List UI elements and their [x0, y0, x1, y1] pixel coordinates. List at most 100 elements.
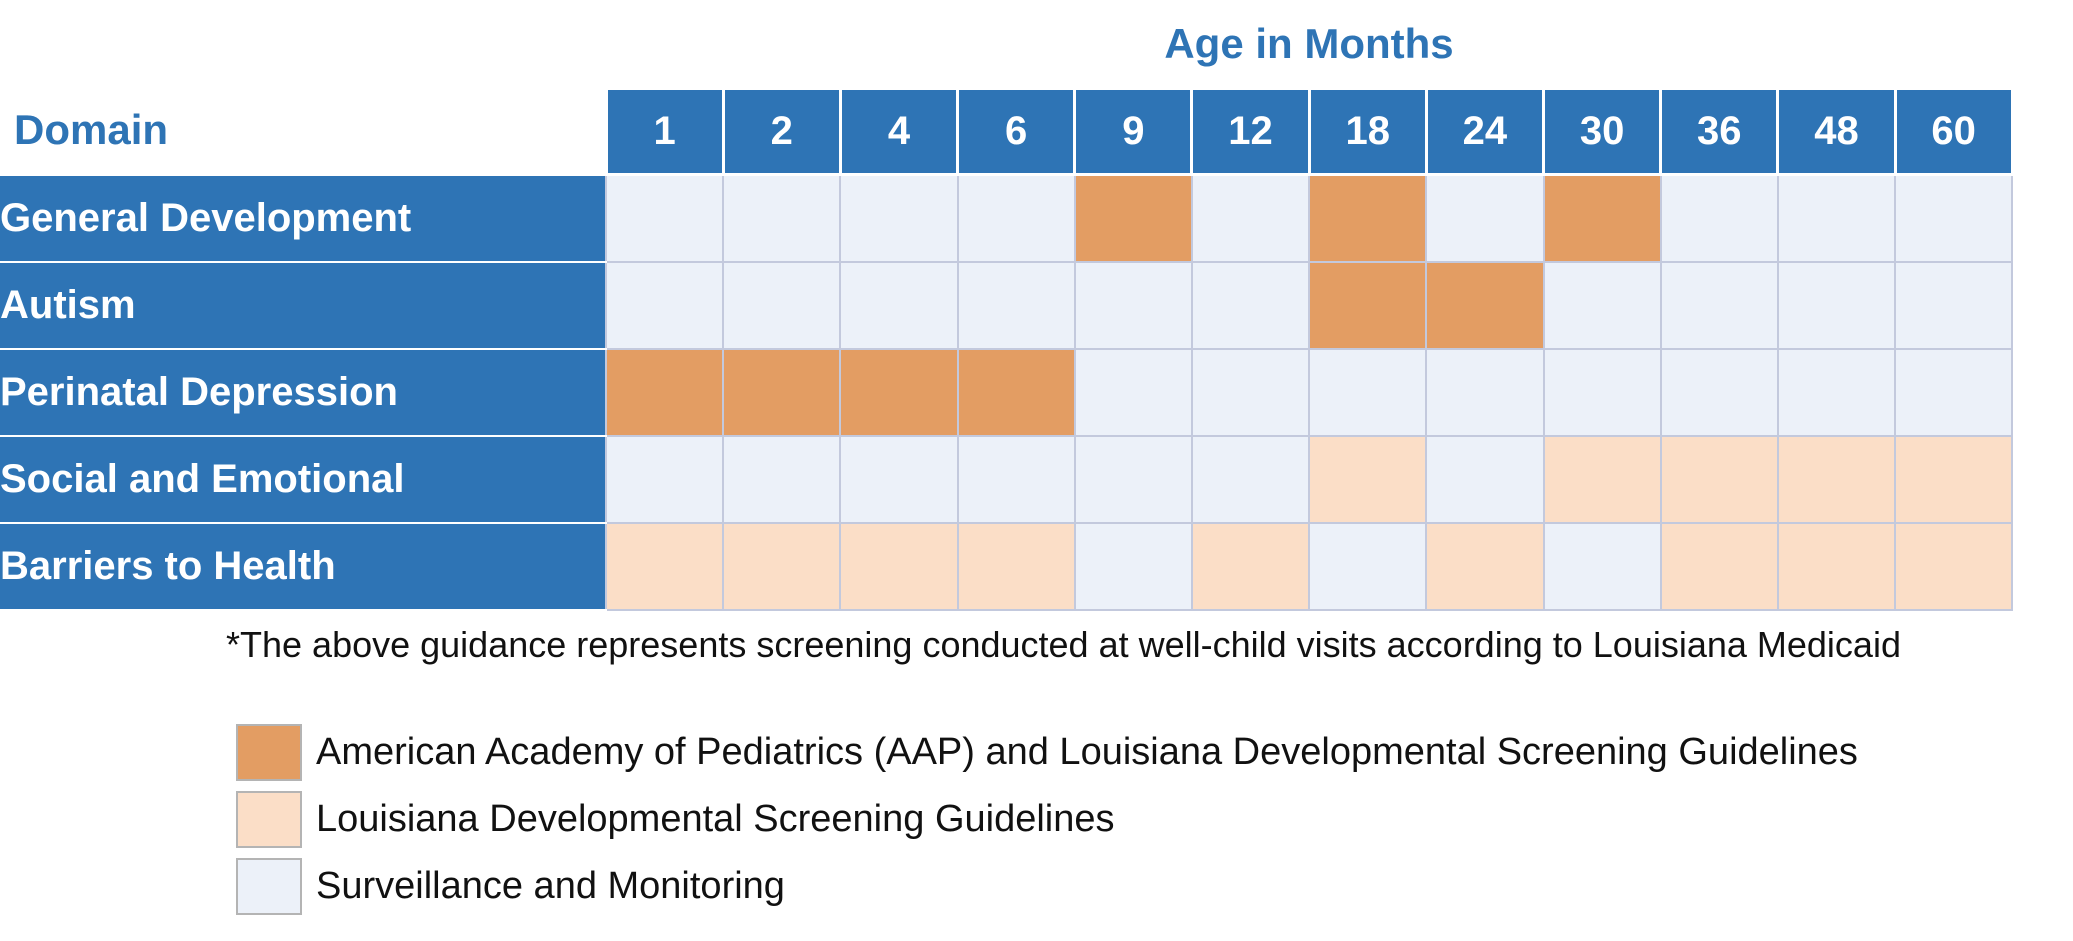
grid-cell: [1894, 434, 2014, 524]
row-label: Perinatal Depression: [0, 347, 606, 437]
grid-cell: [1073, 260, 1193, 350]
grid-cell: [1308, 260, 1428, 350]
legend-swatch: [236, 723, 302, 781]
month-header-18: 18: [1307, 87, 1428, 176]
grid-cell: [722, 347, 842, 437]
domain-column-header: Domain: [14, 106, 169, 153]
grid-cell: [839, 434, 959, 524]
grid-cell: [1073, 434, 1193, 524]
grid-cell: [1073, 347, 1193, 437]
row-label: Autism: [0, 260, 606, 350]
row-label: General Development: [0, 173, 606, 263]
table-row: Barriers to Health: [0, 521, 2014, 611]
month-header-48: 48: [1776, 87, 1897, 176]
grid-cell: [1425, 173, 1545, 263]
grid-cell: [1308, 434, 1428, 524]
grid-cell: [1659, 260, 1779, 350]
grid-cell: [956, 173, 1076, 263]
month-header-30: 30: [1541, 87, 1663, 176]
grid-cell: [1894, 173, 2014, 263]
row-label: Social and Emotional: [0, 434, 606, 524]
grid-cell: [604, 434, 725, 524]
month-header-36: 36: [1659, 87, 1780, 176]
grid-cell: [839, 260, 959, 350]
grid-cell: [1776, 347, 1897, 437]
grid-cell: [1425, 521, 1545, 611]
month-header-1: 1: [604, 87, 725, 176]
month-header-6: 6: [956, 87, 1077, 176]
grid-cell: [1190, 434, 1311, 524]
grid-cell: [1425, 347, 1545, 437]
legend-swatch: [236, 857, 302, 915]
month-header-9: 9: [1073, 87, 1194, 176]
grid-cell: [1776, 173, 1897, 263]
grid-cell: [956, 521, 1076, 611]
month-header-row: 1 2 4 6 9 12 18 24 30 36 48 60: [0, 87, 2014, 176]
grid-cell: [1659, 434, 1779, 524]
grid-cell: [1894, 521, 2014, 611]
grid-cell: [1776, 521, 1897, 611]
grid-cell: [1308, 173, 1428, 263]
grid-cell: [1659, 521, 1779, 611]
grid-cell: [722, 521, 842, 611]
month-header-12: 12: [1190, 87, 1311, 176]
grid-cell: [1776, 260, 1897, 350]
grid-cell: [722, 173, 842, 263]
grid-cell: [956, 260, 1076, 350]
grid-cell: [604, 521, 725, 611]
legend: American Academy of Pediatrics (AAP) and…: [236, 722, 1858, 923]
grid-cell: [1776, 434, 1897, 524]
month-header-2: 2: [721, 87, 842, 176]
grid-cell: [1190, 521, 1311, 611]
grid-cell: [839, 521, 959, 611]
legend-item: American Academy of Pediatrics (AAP) and…: [236, 722, 1858, 782]
grid-cell: [1425, 260, 1545, 350]
legend-label: Surveillance and Monitoring: [316, 864, 785, 907]
grid-cell: [1190, 260, 1311, 350]
grid-cell: [1542, 347, 1662, 437]
grid-cell: [1659, 347, 1779, 437]
month-header-24: 24: [1424, 87, 1546, 176]
grid-cell: [1542, 260, 1662, 350]
table-row: General Development: [0, 173, 2014, 263]
month-header-4: 4: [838, 87, 960, 176]
table-row: Social and Emotional: [0, 434, 2014, 524]
grid-cell: [839, 347, 959, 437]
grid-cell: [604, 260, 725, 350]
grid-cell: [604, 173, 725, 263]
age-in-months-title: Age in Months: [1164, 20, 1454, 67]
legend-label: Louisiana Developmental Screening Guidel…: [316, 797, 1115, 840]
grid-cell: [1190, 173, 1311, 263]
grid-cell: [839, 173, 959, 263]
grid-cell: [956, 347, 1076, 437]
grid-cell: [722, 434, 842, 524]
grid-cell: [1425, 434, 1545, 524]
legend-item: Surveillance and Monitoring: [236, 856, 1858, 916]
table-body: General Development Autism Perinatal Depre…: [0, 173, 2014, 611]
legend-swatch: [236, 790, 302, 848]
month-header-60: 60: [1893, 87, 2014, 176]
grid-cell: [1073, 173, 1193, 263]
grid-cell: [1894, 347, 2014, 437]
row-label: Barriers to Health: [0, 521, 606, 611]
legend-item: Louisiana Developmental Screening Guidel…: [236, 789, 1858, 849]
legend-label: American Academy of Pediatrics (AAP) and…: [316, 730, 1858, 773]
grid-cell: [1308, 347, 1428, 437]
grid-cell: [1073, 521, 1193, 611]
grid-cell: [956, 434, 1076, 524]
corner-cell: [0, 89, 606, 175]
grid-cell: [1659, 173, 1779, 263]
grid-cell: [604, 347, 725, 437]
table-row: Autism: [0, 260, 2014, 350]
grid-cell: [1894, 260, 2014, 350]
grid-cell: [1542, 521, 1662, 611]
grid-cell: [1308, 521, 1428, 611]
grid-cell: [1190, 347, 1311, 437]
table-row: Perinatal Depression: [0, 347, 2014, 437]
grid-cell: [1542, 434, 1662, 524]
grid-cell: [722, 260, 842, 350]
footnote: *The above guidance represents screening…: [226, 624, 1901, 665]
grid-cell: [1542, 173, 1662, 263]
screening-table: 1 2 4 6 9 12 18 24 30 36 48 60 General Development A…: [0, 87, 2014, 611]
